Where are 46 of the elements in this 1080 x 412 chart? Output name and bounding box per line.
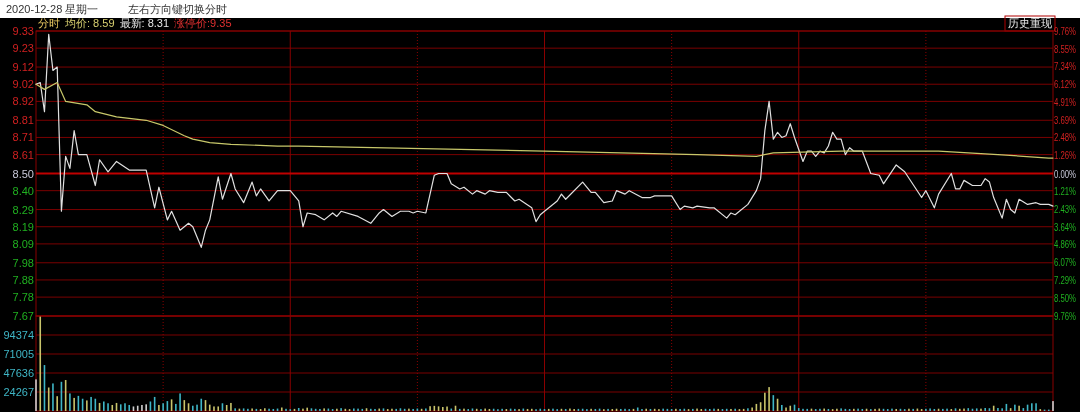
y-tick-label: 8.19 <box>12 220 34 233</box>
y-tick-label: 7.88 <box>12 273 34 286</box>
y2-tick-label: 3.64% <box>1054 221 1080 233</box>
y2-tick-label: 9.76% <box>1054 26 1080 37</box>
y-tick-label: 8.29 <box>12 203 34 216</box>
y-tick-label: 8.71 <box>12 131 34 144</box>
y-tick-label: 7.78 <box>12 291 34 304</box>
chart-title: 2020-12-28 星期一 <box>6 3 99 15</box>
y-tick-label: 9.33 <box>12 25 34 37</box>
text: 分时 <box>38 17 60 29</box>
y2-tick-label: 0.00% <box>1054 168 1080 180</box>
y2-tick-label: 1.26% <box>1054 150 1080 162</box>
y-tick-label: 7.67 <box>12 310 34 322</box>
y2-tick-label: 7.34% <box>1054 61 1080 73</box>
y2-tick-label: 4.91% <box>1054 96 1080 108</box>
y-tick-label: 94374 <box>3 329 34 341</box>
line-series <box>35 81 1054 159</box>
y2-tick-label: 2.48% <box>1054 132 1080 144</box>
y2-tick-label: 8.50% <box>1054 292 1080 304</box>
y2-tick-label: 7.29% <box>1054 274 1080 286</box>
text: 涨停价:9.35 <box>174 17 232 29</box>
line-series <box>35 33 1054 248</box>
chart-subtitle: 左右方向键切换分时 <box>128 3 228 15</box>
y-tick-label: 8.50 <box>12 167 34 180</box>
y-tick-label: 9.23 <box>12 42 34 55</box>
y2-tick-label: 8.55% <box>1054 43 1080 55</box>
text: 最新: 8.31 <box>119 17 170 29</box>
y2-tick-label: 1.21% <box>1054 186 1080 198</box>
y2-tick-label: 6.12% <box>1054 79 1080 91</box>
y-tick-label: 71005 <box>3 348 34 360</box>
y-tick-label: 8.81 <box>12 114 34 127</box>
y-tick-label: 7.98 <box>12 256 34 269</box>
y-tick-label: 8.61 <box>12 148 34 161</box>
y-tick-label: 9.12 <box>12 61 34 74</box>
y-tick-label: 9.02 <box>12 78 34 91</box>
y-tick-label: 8.09 <box>12 237 34 250</box>
y-tick-label: 8.40 <box>12 184 34 197</box>
text: 均价: 8.59 <box>64 17 115 29</box>
y2-tick-label: 3.69% <box>1054 114 1080 126</box>
y2-tick-label: 6.07% <box>1054 257 1080 269</box>
y2-tick-label: 2.43% <box>1054 203 1080 215</box>
y-tick-label: 8.92 <box>12 95 34 108</box>
y-tick-label: 24267 <box>3 386 34 398</box>
y2-tick-label: 9.76% <box>1054 311 1080 322</box>
y-tick-label: 47636 <box>3 367 34 379</box>
y2-tick-label: 4.86% <box>1054 239 1080 251</box>
